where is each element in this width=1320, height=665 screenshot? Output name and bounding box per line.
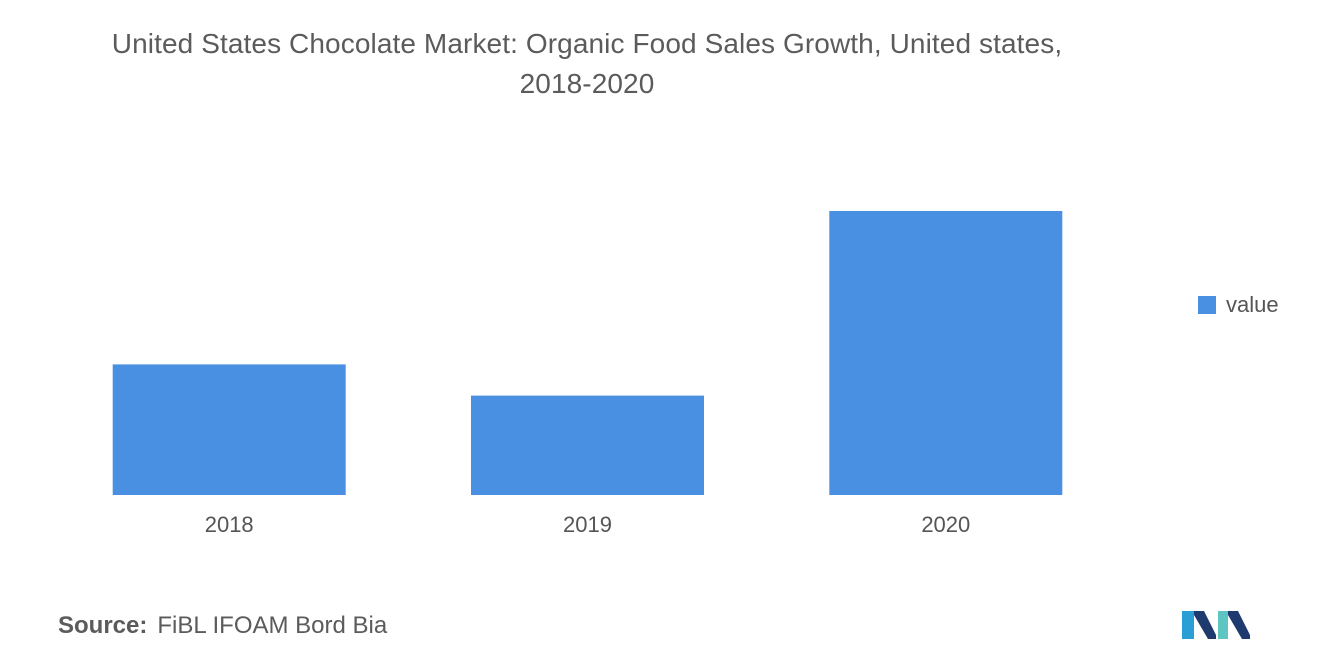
- mordor-intelligence-logo-icon: [1182, 611, 1250, 639]
- source-label: Source:: [58, 612, 148, 639]
- logo-shape-left: [1182, 611, 1194, 639]
- logo-shape-diag-1: [1194, 611, 1216, 639]
- legend-swatch: [1198, 296, 1216, 314]
- logo-shape-mid: [1218, 611, 1228, 639]
- bar-2019: [471, 395, 704, 495]
- bar-2020: [829, 211, 1063, 495]
- logo-shape-diag-2: [1228, 611, 1250, 639]
- legend-label: value: [1226, 292, 1279, 317]
- legend: value: [1198, 292, 1279, 318]
- source-text: FiBL IFOAM Bord Bia: [157, 612, 388, 639]
- chart-subtitle: 2018-2020: [519, 68, 655, 99]
- x-tick-label-2019: 2019: [563, 512, 612, 537]
- source-note: Source: FiBL IFOAM Bord Bia: [58, 612, 387, 640]
- x-tick-label-2018: 2018: [205, 512, 254, 537]
- x-tick-label-2020: 2020: [921, 512, 970, 537]
- chart-title-line-1: United States Chocolate Market: Organic …: [111, 28, 1063, 59]
- chart-title: United States Chocolate Market: Organic …: [30, 24, 1144, 104]
- bar-2018: [112, 364, 346, 495]
